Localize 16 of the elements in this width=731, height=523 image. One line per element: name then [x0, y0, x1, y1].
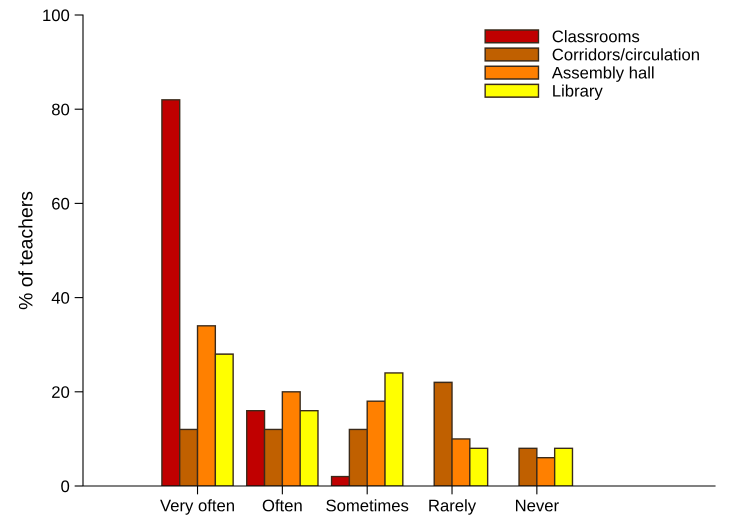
- y-tick-label: 20: [52, 386, 70, 398]
- y-tick-label: 60: [52, 198, 70, 210]
- legend-label: Corridors/circulation: [552, 48, 699, 60]
- legend-label: Classrooms: [552, 30, 640, 42]
- y-tick-label: 40: [52, 292, 70, 304]
- legend-label: Assembly hall: [552, 66, 654, 82]
- y-tick-label: 0: [61, 480, 70, 492]
- x-tick-label: Often: [262, 499, 302, 512]
- y-axis-title: % of teachers: [18, 192, 33, 310]
- x-tick-label: Sometimes: [326, 499, 408, 512]
- x-tick-label: Rarely: [429, 499, 476, 515]
- y-tick-label: 80: [52, 104, 70, 116]
- x-tick-label: Never: [516, 500, 559, 512]
- legend-label: Library: [553, 84, 603, 100]
- y-tick-label: 100: [43, 9, 70, 22]
- x-tick-label: Very often: [160, 499, 234, 515]
